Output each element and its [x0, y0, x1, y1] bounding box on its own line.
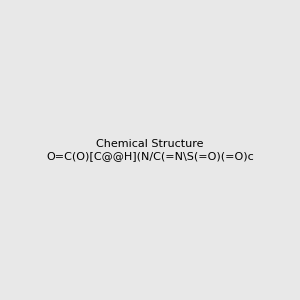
Text: Chemical Structure
O=C(O)[C@@H](N/C(=N\S(=O)(=O)c: Chemical Structure O=C(O)[C@@H](N/C(=N\S… — [46, 139, 254, 161]
